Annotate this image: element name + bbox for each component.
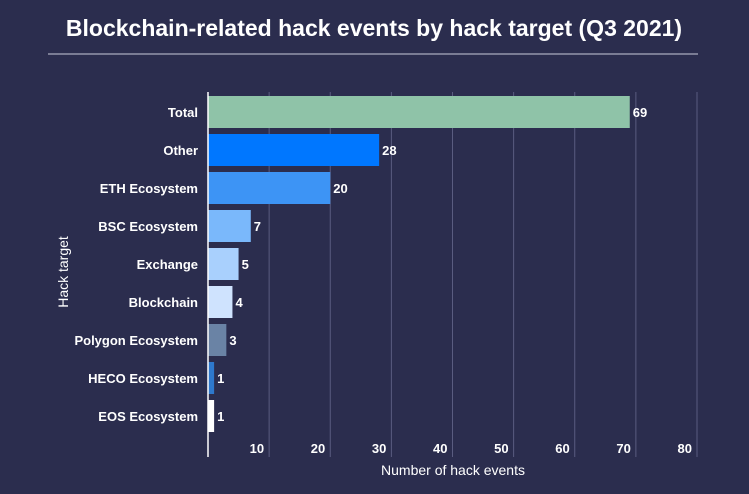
- value-label: 5: [242, 257, 249, 272]
- category-label: EOS Ecosystem: [98, 409, 198, 424]
- category-label: Blockchain: [129, 295, 198, 310]
- bar: [208, 286, 233, 318]
- x-tick-label: 80: [678, 441, 692, 456]
- category-label: HECO Ecosystem: [88, 371, 198, 386]
- value-label: 3: [229, 333, 236, 348]
- x-tick-label: 20: [311, 441, 325, 456]
- bar: [208, 362, 215, 394]
- bar: [208, 400, 215, 432]
- x-tick-label: 40: [433, 441, 447, 456]
- bar: [208, 134, 380, 166]
- value-label: 20: [333, 181, 347, 196]
- x-tick-label: 10: [250, 441, 264, 456]
- bar: [208, 172, 331, 204]
- value-label: 28: [382, 143, 396, 158]
- category-label: Polygon Ecosystem: [74, 333, 198, 348]
- bar: [208, 324, 227, 356]
- x-tick-label: 60: [555, 441, 569, 456]
- bar: [208, 248, 239, 280]
- value-label: 7: [254, 219, 261, 234]
- x-tick-labels: 10 20 30 40 50 60 70 80: [250, 441, 692, 456]
- x-tick-label: 50: [494, 441, 508, 456]
- value-label: 4: [235, 295, 243, 310]
- category-label: Total: [168, 105, 198, 120]
- bars: [208, 96, 630, 432]
- bar: [208, 210, 251, 242]
- value-labels: 69 28 20 7 5 4 3 1 1: [217, 105, 647, 424]
- y-axis-title: Hack target: [55, 236, 71, 308]
- x-tick-label: 70: [616, 441, 630, 456]
- value-label: 1: [217, 371, 224, 386]
- category-labels: Total Other ETH Ecosystem BSC Ecosystem Exch…: [74, 105, 198, 424]
- category-label: Exchange: [137, 257, 198, 272]
- value-label: 1: [217, 409, 224, 424]
- chart-title: Blockchain-related hack events by hack t…: [66, 15, 682, 41]
- category-label: BSC Ecosystem: [98, 219, 198, 234]
- category-label: ETH Ecosystem: [100, 181, 198, 196]
- category-label: Other: [163, 143, 198, 158]
- value-label: 69: [633, 105, 647, 120]
- x-axis-title: Number of hack events: [381, 462, 525, 478]
- x-tick-label: 30: [372, 441, 386, 456]
- bar: [208, 96, 630, 128]
